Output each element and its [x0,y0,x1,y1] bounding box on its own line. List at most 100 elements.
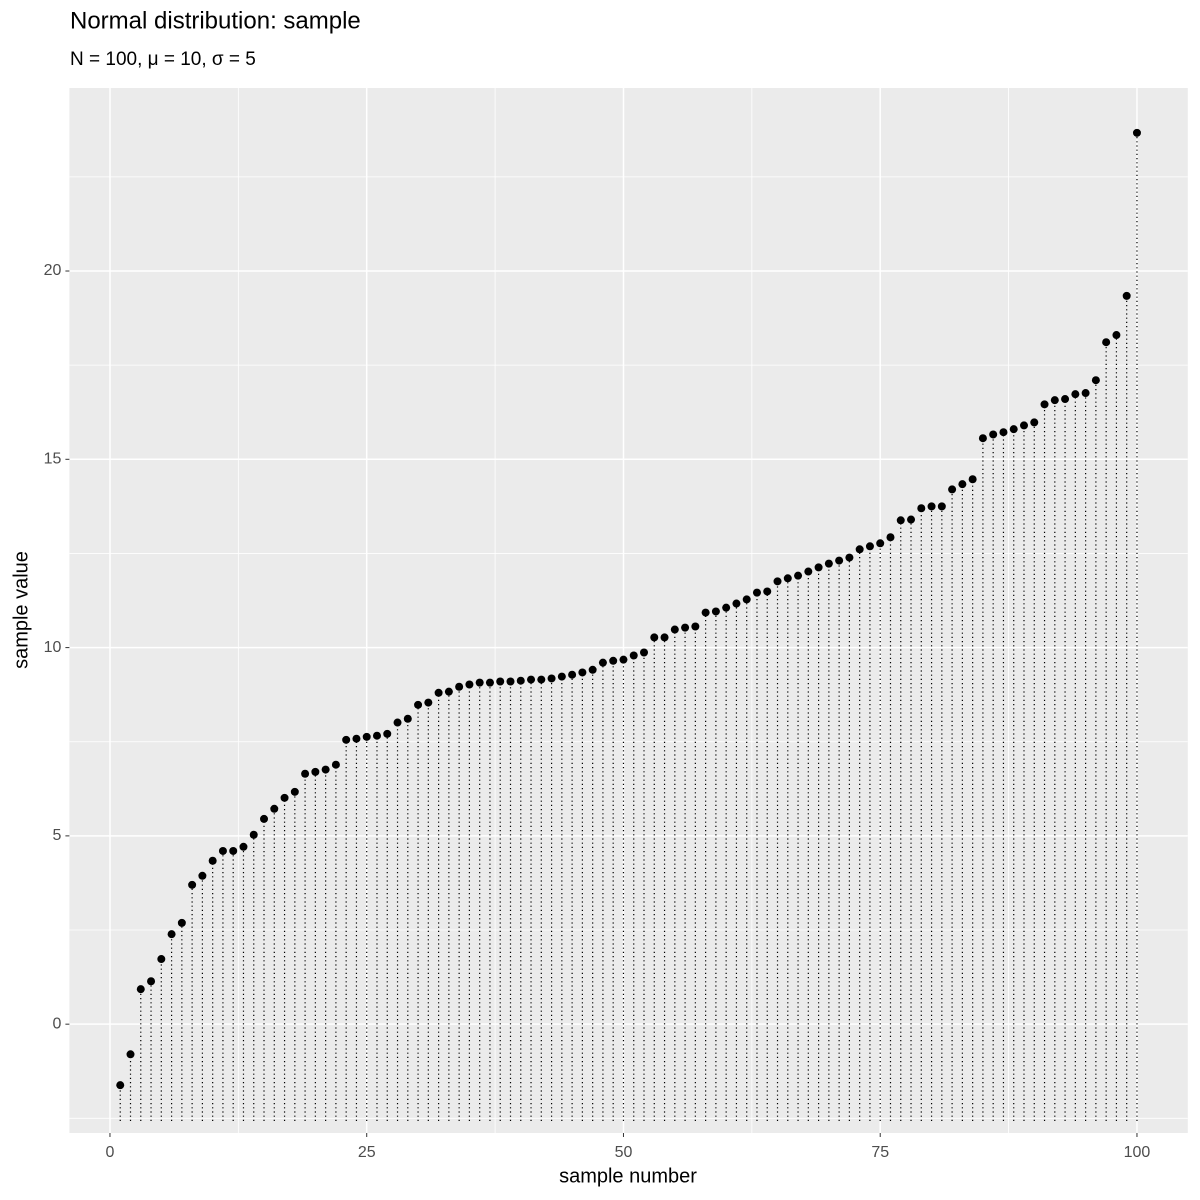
point [1091,376,1100,385]
x-tick-label: 50 [615,1144,633,1161]
point [691,622,700,631]
point [557,672,566,681]
x-tick-label: 75 [871,1144,889,1161]
point [321,765,330,774]
point [773,577,782,586]
point [598,658,607,667]
point [670,625,679,634]
point [1112,331,1121,340]
y-tick-label: 20 [44,262,62,279]
point [198,871,207,880]
point [814,563,823,572]
point [475,678,484,687]
point [208,856,217,865]
point [660,633,669,642]
point [496,677,505,686]
point [824,559,833,568]
point [701,608,710,617]
point [331,760,340,769]
point [578,668,587,677]
point [465,680,474,689]
y-tick-label: 15 [44,451,62,468]
point [855,545,864,554]
point [629,651,638,660]
point [506,677,515,686]
point [568,670,577,679]
point [958,480,967,489]
x-axis-title: sample number [559,1165,697,1187]
point [1040,400,1049,409]
point [1081,389,1090,398]
point [752,588,761,597]
point [1030,418,1039,427]
point [886,533,895,542]
point [167,930,176,939]
point [794,571,803,580]
chart-title: Normal distribution: sample [70,7,361,34]
point [455,682,464,691]
point [188,880,197,889]
point [732,599,741,608]
point [968,475,977,484]
point [1009,425,1018,434]
point [681,623,690,632]
point [527,675,536,684]
y-tick-label: 0 [52,1015,61,1032]
point [1061,395,1070,404]
point [722,603,731,612]
point [804,567,813,576]
point [650,633,659,642]
point [1102,338,1111,347]
point [1019,421,1028,430]
point [537,675,546,684]
point [1071,390,1080,399]
point [927,502,936,511]
point [177,918,186,927]
point [403,714,412,723]
point [640,648,649,657]
point [742,595,751,604]
point [444,687,453,696]
point [1132,128,1141,137]
point [229,846,238,855]
point [937,502,946,511]
point [157,955,166,964]
point [342,735,351,744]
point [896,516,905,525]
point [485,678,494,687]
point [147,977,156,986]
point [249,830,258,839]
y-tick-label: 5 [52,827,61,844]
point [116,1081,125,1090]
x-tick-label: 100 [1124,1144,1151,1161]
point [434,688,443,697]
point [783,574,792,583]
point [711,607,720,616]
point [588,665,597,674]
point [239,842,248,851]
point [865,542,874,551]
point [763,587,772,596]
x-tick-label: 0 [106,1144,115,1161]
chart-subtitle: N = 100, μ = 10, σ = 5 [70,49,256,70]
point [414,700,423,709]
panel [69,88,1188,1133]
point [907,515,916,524]
point [270,804,279,813]
point [876,539,885,548]
point [311,767,320,776]
point [372,731,381,740]
point [218,846,227,855]
point [845,553,854,562]
point [126,1050,135,1059]
point [917,504,926,513]
y-tick-label: 10 [44,639,62,656]
point [383,729,392,738]
point [301,769,310,778]
point [978,434,987,443]
point [516,676,525,685]
point [609,656,618,665]
point [1122,291,1131,300]
point [362,732,371,741]
